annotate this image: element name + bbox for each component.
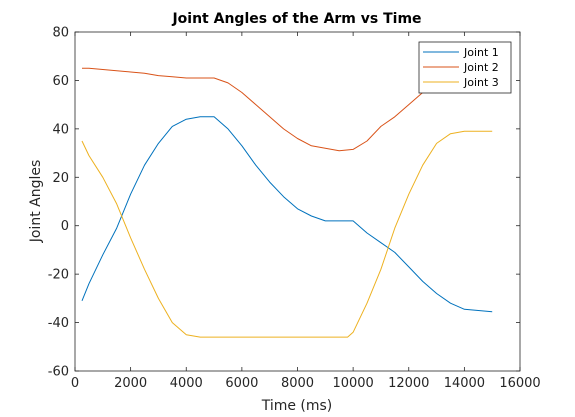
legend: Joint 1 Joint 2 Joint 3 — [418, 41, 512, 94]
x-tick-label: 4000 — [170, 376, 203, 391]
y-tick-label: 0 — [61, 219, 69, 234]
series-line-2 — [82, 67, 424, 152]
legend-box — [418, 41, 512, 94]
axis-ticks: 0 2000 4000 6000 8000 10000 12000 14000 16000 -60… — [48, 26, 541, 392]
legend-entry: Joint 1 — [463, 46, 499, 59]
y-tick-label: -20 — [48, 268, 69, 283]
x-tick-label: 8000 — [281, 376, 314, 391]
chart-title: Joint Angles of the Arm vs Time — [171, 11, 421, 27]
x-tick-label: 10000 — [332, 376, 373, 391]
x-tick-label: 14000 — [444, 376, 485, 391]
x-tick-label: 0 — [71, 376, 79, 391]
x-axis-label: Time (ms) — [261, 398, 333, 414]
y-tick-label: 60 — [52, 74, 69, 89]
y-axis-label: Joint Angles — [28, 160, 44, 244]
series-line-1 — [81, 116, 493, 313]
x-tick-label: 6000 — [225, 376, 258, 391]
series-line-3 — [81, 130, 493, 338]
y-tick-label: -40 — [48, 316, 69, 331]
legend-entry: Joint 2 — [463, 61, 499, 74]
series-lines — [81, 67, 493, 338]
x-tick-label: 16000 — [499, 376, 540, 391]
x-tick-label: 2000 — [114, 376, 147, 391]
y-tick-label: 80 — [52, 26, 69, 41]
legend-entry: Joint 3 — [463, 76, 499, 89]
y-tick-label: 20 — [52, 171, 69, 186]
x-tick-label: 12000 — [388, 376, 429, 391]
y-tick-label: 40 — [52, 122, 69, 137]
y-tick-label: -60 — [48, 365, 69, 380]
